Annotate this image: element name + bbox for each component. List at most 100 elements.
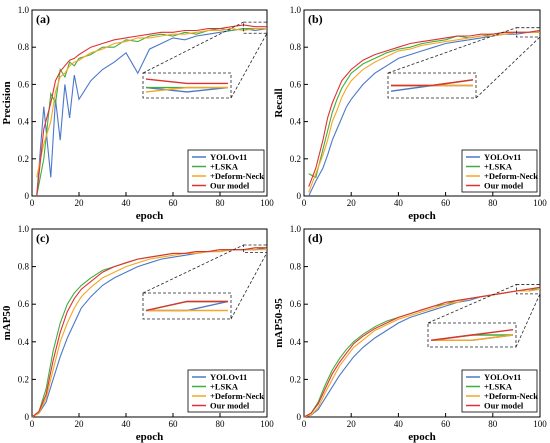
zoom-connector — [515, 293, 541, 348]
inset-series-line — [145, 300, 228, 312]
series-line — [36, 28, 268, 197]
x-axis-label: epoch — [408, 210, 436, 222]
legend-label: +LSKA — [484, 382, 513, 392]
legend-label: +Deform-Neck — [210, 171, 264, 181]
y-tick-label: 0.8 — [290, 262, 302, 272]
y-tick-label: 0.4 — [18, 117, 30, 127]
legend-label: +LSKA — [210, 162, 239, 172]
x-axis-label: epoch — [136, 210, 164, 222]
zoom-connector — [142, 21, 244, 74]
panel-label: (d) — [308, 231, 323, 245]
y-tick-label: 0.4 — [290, 337, 302, 347]
y-tick-label: 0 — [25, 191, 30, 201]
panel-4: 0 20 40 60 80 100 0 0.2 0.4 0.6 0.8 1.0 epoch mAP50-9… — [273, 224, 547, 443]
y-tick-label: 0 — [297, 191, 302, 201]
x-tick-label: 60 — [169, 198, 179, 208]
y-tick-label: 0.2 — [18, 154, 29, 164]
y-tick-label: 0.6 — [290, 79, 302, 89]
x-tick-label: 20 — [75, 198, 85, 208]
legend-label: +Deform-Neck — [484, 171, 538, 181]
x-tick-label: 100 — [533, 198, 547, 208]
y-tick-label: 0.2 — [18, 374, 29, 384]
y-axis-label: Recall — [273, 88, 285, 117]
x-tick-label: 0 — [30, 419, 35, 429]
zoom-connector — [230, 33, 268, 99]
panel-1: 0 20 40 60 80 100 0 0.2 0.4 0.6 0.8 1.0 epoch Precisi… — [1, 5, 274, 222]
legend-label: YOLOv11 — [484, 152, 521, 162]
x-tick-label: 0 — [302, 419, 307, 429]
inset-series-line — [391, 79, 474, 87]
y-axis-label: mAP50 — [1, 305, 13, 340]
x-tick-label: 80 — [216, 419, 226, 429]
zoom-source-box — [516, 27, 541, 38]
legend-label: +LSKA — [484, 162, 513, 172]
x-tick-label: 40 — [394, 198, 404, 208]
inset-series-line — [431, 334, 514, 341]
x-tick-label: 60 — [169, 419, 179, 429]
panel-label: (b) — [308, 12, 323, 26]
series-line — [36, 28, 267, 178]
plot-frame — [31, 228, 268, 418]
series-line — [308, 29, 541, 187]
series-line — [31, 247, 267, 418]
y-tick-label: 0.6 — [18, 299, 30, 309]
legend-label: YOLOv11 — [210, 152, 247, 162]
x-axis-label: epoch — [408, 431, 436, 443]
series-line — [36, 24, 267, 197]
legend-label: +LSKA — [210, 382, 239, 392]
inset-box — [142, 72, 232, 99]
inset-series-line — [145, 78, 228, 85]
y-tick-label: 0.2 — [290, 154, 301, 164]
y-tick-label: 0 — [25, 412, 30, 422]
zoom-source-box — [243, 244, 268, 253]
x-tick-label: 100 — [260, 419, 274, 429]
zoom-connector — [475, 36, 541, 99]
y-tick-label: 0.8 — [18, 42, 30, 52]
y-tick-label: 0.4 — [18, 337, 30, 347]
legend-label: YOLOv11 — [484, 372, 521, 382]
zoom-connector — [427, 284, 517, 324]
panel-label: (a) — [36, 12, 50, 26]
zoom-connector — [387, 27, 517, 74]
series-line — [31, 249, 267, 418]
x-tick-label: 80 — [216, 198, 226, 208]
x-tick-label: 0 — [30, 198, 35, 208]
zoom-source-box — [243, 21, 268, 34]
y-tick-label: 1.0 — [18, 5, 30, 15]
y-tick-label: 0.8 — [18, 262, 30, 272]
legend-label: +Deform-Neck — [210, 391, 264, 401]
inset-series-line — [145, 86, 229, 93]
x-tick-label: 20 — [75, 419, 85, 429]
legend-label: Our model — [484, 181, 524, 191]
legend-label: YOLOv11 — [210, 372, 247, 382]
y-tick-label: 0.4 — [290, 117, 302, 127]
plot-frame — [303, 9, 541, 197]
y-tick-label: 0.2 — [290, 374, 301, 384]
panel-2: 0 20 40 60 80 100 0 0.2 0.4 0.6 0.8 1.0 epoch Recall (… — [273, 5, 547, 222]
x-tick-label: 20 — [347, 419, 357, 429]
y-tick-label: 0.6 — [290, 299, 302, 309]
inset-series-line — [430, 329, 514, 341]
y-tick-label: 0 — [297, 412, 302, 422]
y-tick-label: 1.0 — [290, 5, 302, 15]
plot-frame — [31, 9, 268, 197]
y-axis-label: Precision — [1, 81, 13, 124]
y-tick-label: 0.6 — [18, 79, 30, 89]
panel-3: 0 20 40 60 80 100 0 0.2 0.4 0.6 0.8 1.0 epoch mAP50 (c… — [1, 224, 274, 443]
inset-series-line — [145, 86, 228, 93]
x-tick-label: 60 — [441, 419, 451, 429]
zoom-connector — [142, 244, 244, 294]
x-axis-label: epoch — [136, 431, 164, 443]
x-tick-label: 0 — [302, 198, 307, 208]
y-axis-label: mAP50-95 — [273, 298, 285, 348]
inset-box — [142, 292, 232, 320]
legend-label: Our model — [484, 401, 524, 411]
x-tick-label: 100 — [260, 198, 274, 208]
x-tick-label: 60 — [441, 198, 451, 208]
x-tick-label: 100 — [533, 419, 547, 429]
